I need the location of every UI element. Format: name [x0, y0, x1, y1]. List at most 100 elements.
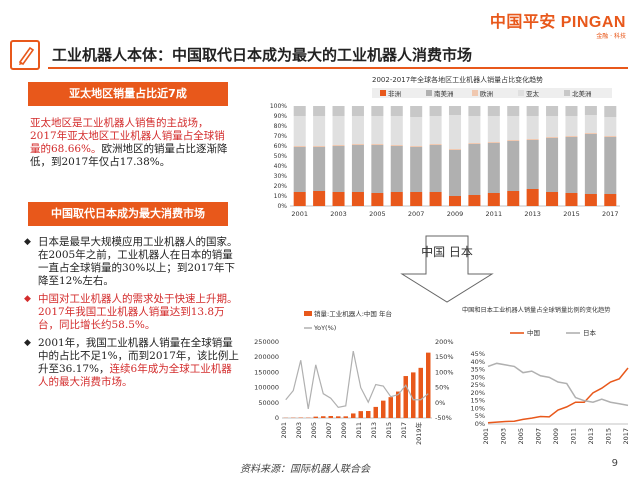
- bar: [381, 400, 386, 418]
- y-tick-label: 150000: [254, 368, 279, 376]
- china-japan-share-chart: 中国和日本工业机器人销量占全球销量比例的变化趋势 中国 日本 0%5%10%15%…: [462, 306, 630, 445]
- bar-segment: [448, 196, 462, 206]
- y-tick-label: 100000: [254, 384, 279, 392]
- y-tick-label: 80%: [274, 123, 288, 130]
- bar-segment: [429, 116, 442, 144]
- legend-swatch: [304, 311, 312, 316]
- bar-segment: [546, 137, 559, 138]
- bullet-icon: ◆: [24, 294, 31, 304]
- bar-segment: [410, 117, 423, 146]
- page-title: 工业机器人本体：中国取代日本成为最大的工业机器人消费市场: [52, 46, 473, 64]
- bar-segment: [332, 116, 345, 145]
- y-tick-label: 10%: [471, 404, 485, 412]
- bar-segment: [604, 136, 617, 137]
- x-tick-label: 2003: [500, 428, 508, 445]
- bar-segment: [429, 145, 442, 192]
- y-tick-label: 35%: [471, 366, 485, 374]
- bar-segment: [332, 145, 345, 146]
- y-tick-label: 45%: [471, 350, 485, 358]
- bar-segment: [565, 136, 578, 137]
- x-tick-label: 2015: [563, 210, 580, 218]
- bar-segment: [390, 192, 403, 206]
- bullet-item: ◆ 日本是最早大规模应用工业机器人的国家。在2005年之前，工业机器人在日本的销…: [24, 236, 239, 288]
- bar-segment: [526, 106, 539, 116]
- legend-swatch: [380, 90, 386, 96]
- y-tick-label: 60%: [274, 143, 288, 150]
- legend-swatch: [564, 90, 570, 96]
- bar-segment: [293, 147, 306, 192]
- x-tick-label: 2009: [447, 210, 464, 218]
- bullet-item: ◆ 中国对工业机器人的需求处于快速上升期。2017年我国工业机器人销量达到13.…: [24, 293, 239, 332]
- x-tick-label: 2001: [280, 422, 288, 439]
- y-tick-label: 30%: [274, 173, 288, 180]
- bar-segment: [448, 149, 462, 150]
- x-tick-label: 2001: [482, 428, 490, 445]
- bar-segment: [584, 106, 597, 115]
- x-tick-label: 2017: [622, 428, 630, 445]
- legend-label: 亚太: [526, 89, 540, 98]
- y-tick-label: 250000: [254, 338, 279, 346]
- y-tick-label: 30%: [471, 373, 485, 381]
- bar-segment: [546, 116, 559, 137]
- y-tick-label: 25%: [471, 381, 485, 389]
- bar-segment: [313, 146, 326, 147]
- bar-segment: [487, 106, 500, 116]
- section1-red-text: 亚太地区是工业机器人销售的主战场，2017年亚太地区工业机器人销量占全球销量的6…: [30, 117, 225, 155]
- y-tick-label: 20%: [471, 389, 485, 397]
- y2-tick-label: 200%: [435, 338, 454, 346]
- section1-black-text: 欧洲地区的销量占比逐渐降低，到2017年仅占17.38%。: [30, 143, 228, 168]
- bullet-icon: ◆: [24, 237, 31, 247]
- bar: [411, 372, 416, 418]
- bar: [343, 416, 348, 418]
- region-share-chart: 2002-2017年全球各地区工业机器人销量占比变化趋势 非洲 南美洲 欧洲 亚太 北美…: [270, 75, 620, 218]
- bullet-text: 日本是最早大规模应用工业机器人的国家。在2005年之前，工业机器人在日本的销量一…: [38, 236, 238, 287]
- source-note: 资料来源：国际机器人联合会: [240, 464, 370, 475]
- legend-swatch: [426, 90, 432, 96]
- series-line: [487, 362, 629, 407]
- bar-segment: [429, 106, 442, 116]
- bar: [366, 411, 371, 418]
- bar-segment: [507, 116, 520, 140]
- bar-segment: [313, 191, 326, 206]
- bar-segment: [371, 145, 384, 193]
- y-tick-label: 10%: [274, 193, 288, 200]
- bullet-text: 2001年，我国工业机器人销量在全球销量中的占比不足1%，而到2017年，该比例…: [38, 337, 239, 389]
- bar-segment: [371, 144, 384, 145]
- bar-segment: [332, 192, 345, 206]
- bar-segment: [565, 137, 578, 193]
- chart1-title: 2002-2017年全球各地区工业机器人销量占比变化趋势: [372, 75, 543, 84]
- y-tick-label: 100%: [270, 103, 287, 110]
- legend-label: 非洲: [388, 89, 401, 98]
- x-tick-label: 2003: [295, 422, 303, 439]
- legend-label: 日本: [583, 328, 597, 337]
- bar-segment: [507, 140, 520, 141]
- x-tick-label: 2003: [330, 210, 347, 218]
- x-tick-label: 2009: [552, 428, 560, 445]
- y2-tick-label: 150%: [435, 353, 454, 361]
- bar-segment: [293, 106, 306, 116]
- bar-segment: [429, 144, 442, 145]
- x-tick-label: 2011: [355, 422, 363, 439]
- y-tick-label: 90%: [274, 113, 288, 120]
- bar-segment: [546, 192, 559, 206]
- bar: [418, 367, 423, 418]
- legend-label: 销量:工业机器人:中国 年台: [314, 309, 392, 318]
- bar-segment: [293, 146, 306, 147]
- y2-tick-label: 50%: [435, 384, 449, 392]
- bar-segment: [546, 106, 559, 116]
- bar-segment: [526, 140, 539, 189]
- bullet-text: 中国对工业机器人的需求处于快速上升期。2017年我国工业机器人销量达到13.8万…: [38, 293, 238, 331]
- bar-segment: [487, 116, 500, 142]
- bar-segment: [371, 116, 384, 144]
- y-tick-label: 50000: [258, 399, 279, 407]
- arrow-label: 中国 日本: [421, 244, 473, 259]
- bar-segment: [332, 146, 345, 192]
- bar-segment: [584, 115, 597, 133]
- x-tick-label: 2013: [524, 210, 541, 218]
- x-tick-label: 2015: [385, 422, 393, 439]
- bar-segment: [468, 106, 481, 116]
- legend-label: 北美洲: [572, 89, 592, 98]
- bullet-icon: ◆: [24, 338, 31, 348]
- series-line: [487, 367, 629, 424]
- x-tick-label: 2017: [400, 422, 408, 439]
